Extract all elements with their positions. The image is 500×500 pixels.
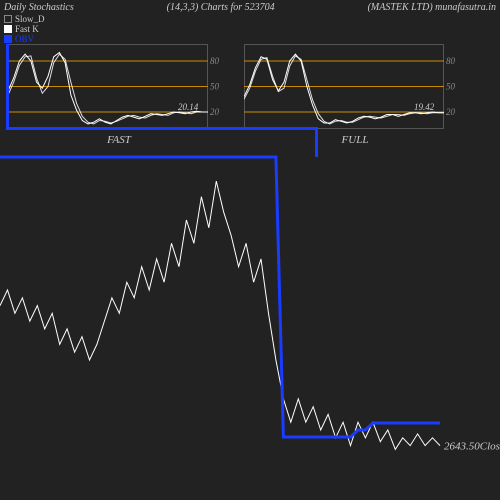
- legend-label-obv: OBV: [15, 34, 34, 44]
- svg-text:19.42: 19.42: [414, 102, 435, 112]
- svg-text:20: 20: [446, 107, 456, 117]
- header-params: (14,3,3) Charts for 523704: [167, 2, 275, 13]
- obv-drop-connector: [315, 127, 318, 157]
- legend-label-slow-d: Slow_D: [15, 14, 45, 24]
- chart-header: Daily Stochastics (14,3,3) Charts for 52…: [4, 2, 496, 13]
- legend-box-slow-d: [4, 15, 12, 23]
- legend: Slow_D Fast K OBV: [4, 14, 45, 44]
- svg-text:20.14: 20.14: [178, 102, 199, 112]
- legend-box-obv: [4, 35, 12, 43]
- obv-left-connector: [6, 44, 9, 130]
- sub-chart-fast-label: FAST: [8, 134, 230, 146]
- svg-text:20: 20: [210, 107, 220, 117]
- chart-container: Daily Stochastics (14,3,3) Charts for 52…: [0, 0, 500, 500]
- sub-chart-full: 20 50 80 19.42: [244, 44, 466, 129]
- close-price-label: 2643.50Close: [444, 441, 500, 453]
- legend-label-fast-k: Fast K: [15, 24, 39, 34]
- header-company: (MASTEK LTD) munafasutra.in: [368, 2, 496, 13]
- legend-fast-k: Fast K: [4, 24, 45, 34]
- sub-chart-fast: 20 50 80 20.14: [8, 44, 230, 129]
- svg-text:80: 80: [446, 56, 456, 66]
- legend-box-fast-k: [4, 25, 12, 33]
- svg-text:80: 80: [210, 56, 220, 66]
- obv-top-segment: [6, 127, 318, 130]
- legend-obv: OBV: [4, 34, 45, 44]
- header-title: Daily Stochastics: [4, 2, 74, 13]
- svg-text:50: 50: [210, 82, 220, 92]
- legend-slow-d: Slow_D: [4, 14, 45, 24]
- sub-chart-full-label: FULL: [244, 134, 466, 146]
- main-chart: 2643.50Close: [0, 150, 500, 500]
- svg-text:50: 50: [446, 82, 456, 92]
